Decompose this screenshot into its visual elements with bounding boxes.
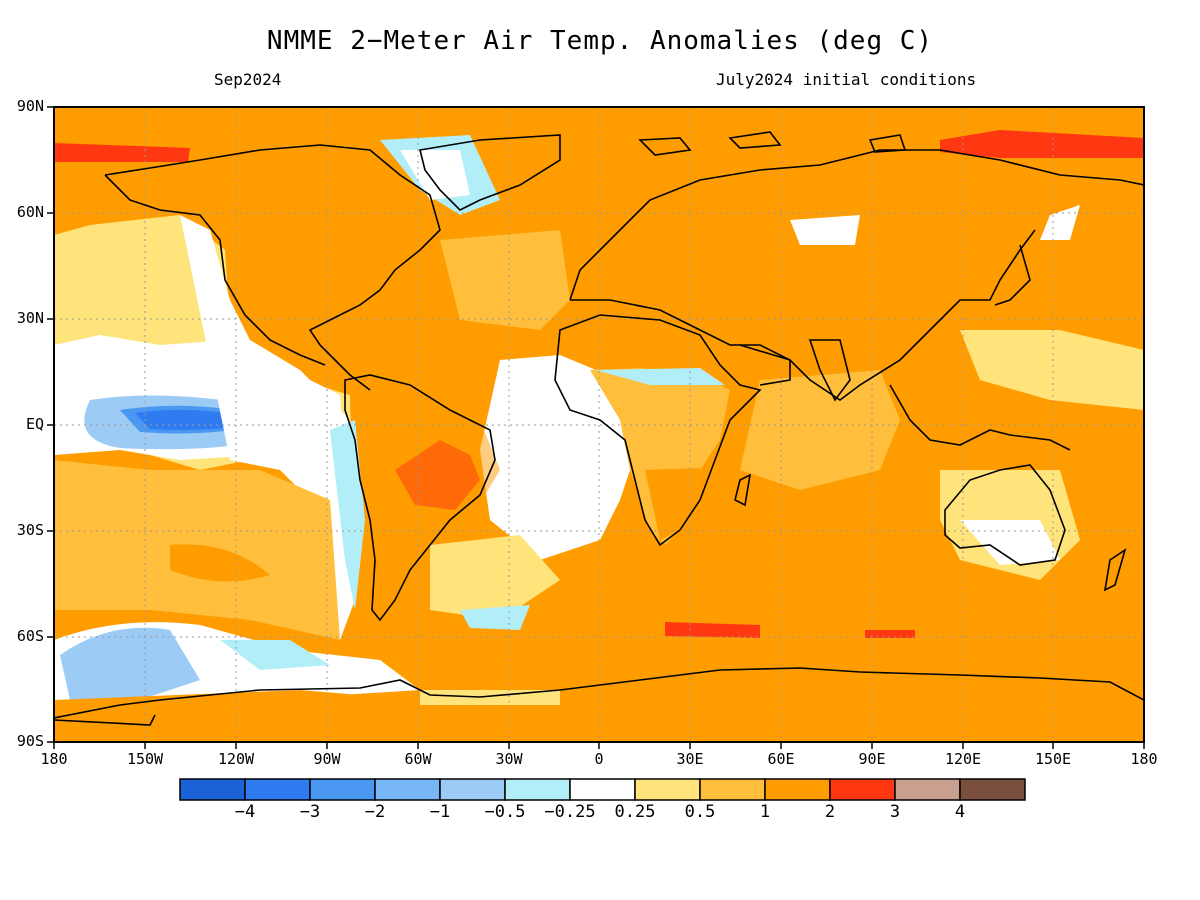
colorbar-label: −3 — [299, 802, 321, 822]
colorbar-swatch — [374, 778, 441, 801]
initial-conditions: July2024 initial conditions — [716, 70, 977, 89]
colorbar-label: 1 — [759, 802, 771, 822]
colorbar-swatch — [179, 778, 246, 801]
lon-label-150w: 150W — [126, 750, 164, 768]
lon-label-60e: 60E — [767, 750, 795, 768]
colorbar-label: 0.25 — [614, 802, 656, 822]
lat-label-eq: EQ — [25, 415, 44, 433]
colorbar-label: −4 — [234, 802, 256, 822]
lat-label-90n: 90N — [16, 97, 44, 115]
colorbar-swatch — [764, 778, 831, 801]
lon-label-120w: 120W — [217, 750, 255, 768]
colorbar-swatch — [439, 778, 506, 801]
colorbar-label: −0.25 — [544, 802, 596, 822]
map-title: NMME 2−Meter Air Temp. Anomalies (deg C) — [266, 26, 934, 56]
colorbar-label: −0.5 — [484, 802, 526, 822]
colorbar-label: 2 — [824, 802, 836, 822]
lat-label-30n: 30N — [16, 309, 44, 327]
colorbar-swatch — [244, 778, 311, 801]
colorbar — [179, 778, 1026, 801]
colorbar-label: 0.5 — [684, 802, 716, 822]
coastlines — [54, 131, 1144, 726]
colorbar-label: 3 — [889, 802, 901, 822]
lat-label-90s: 90S — [16, 732, 44, 750]
colorbar-swatch — [959, 778, 1026, 801]
lon-label-0: 0 — [594, 750, 604, 768]
lat-label-60n: 60N — [16, 203, 44, 221]
graticule — [54, 107, 1144, 742]
lon-label-60w: 60W — [404, 750, 432, 768]
lon-label-180w: 180 — [40, 750, 68, 768]
lon-label-30w: 30W — [495, 750, 523, 768]
colorbar-label: −1 — [429, 802, 451, 822]
colorbar-swatch — [829, 778, 896, 801]
lon-label-150e: 150E — [1034, 750, 1072, 768]
lon-label-90w: 90W — [313, 750, 341, 768]
lon-label-90e: 90E — [858, 750, 886, 768]
colorbar-swatch — [894, 778, 961, 801]
lon-label-180e: 180 — [1130, 750, 1158, 768]
lon-label-30e: 30E — [676, 750, 704, 768]
lat-label-60s: 60S — [16, 627, 44, 645]
colorbar-label: 4 — [954, 802, 966, 822]
colorbar-swatch — [309, 778, 376, 801]
colorbar-swatch — [504, 778, 571, 801]
colorbar-swatch — [699, 778, 766, 801]
colorbar-label: −2 — [364, 802, 386, 822]
colorbar-swatch — [569, 778, 636, 801]
lon-label-120e: 120E — [944, 750, 982, 768]
axis-ticks — [47, 106, 1145, 749]
lat-label-30s: 30S — [16, 521, 44, 539]
forecast-month: Sep2024 — [214, 70, 282, 89]
colorbar-swatch — [634, 778, 701, 801]
